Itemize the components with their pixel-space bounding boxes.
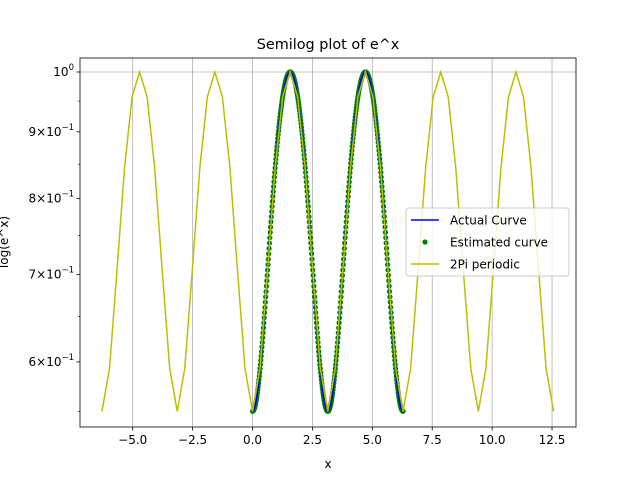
- x-tick-label: 12.5: [539, 433, 566, 447]
- y-tick-mantissa: 6: [28, 355, 36, 369]
- y-tick-label: 100: [53, 63, 74, 79]
- chart-title: Semilog plot of e^x: [257, 37, 400, 53]
- legend-swatch: [422, 239, 428, 245]
- x-tick-label: 2.5: [303, 433, 322, 447]
- y-tick-times: ×: [36, 192, 46, 206]
- series-2pi-periodic: [101, 69, 555, 412]
- y-tick-times: ×: [36, 355, 46, 369]
- x-tick-label: −5.0: [118, 433, 147, 447]
- legend-label: Estimated curve: [450, 236, 548, 250]
- y-tick-base: 10: [53, 65, 68, 79]
- y-tick-exponent: −1: [61, 123, 74, 133]
- y-tick-label: 7×10−1: [28, 265, 74, 281]
- y-tick-times: ×: [36, 125, 46, 139]
- y-tick-exponent: −1: [61, 190, 74, 200]
- y-axis-label: log(e^x): [0, 216, 11, 268]
- y-tick-label: 9×10−1: [28, 123, 74, 139]
- x-axis-label: x: [324, 457, 331, 471]
- y-tick-base: 10: [46, 125, 61, 139]
- y-tick-base: 10: [46, 355, 61, 369]
- y-tick-mantissa: 9: [28, 125, 36, 139]
- x-tick-label: −2.5: [178, 433, 207, 447]
- y-tick-label: 8×10−1: [28, 190, 74, 206]
- y-tick-mantissa: 8: [28, 192, 36, 206]
- y-tick-times: ×: [36, 267, 46, 281]
- y-tick-exponent: −1: [61, 265, 74, 275]
- series-actual-curve: [252, 71, 404, 413]
- y-tick-base: 10: [46, 192, 61, 206]
- x-tick-label: 0.0: [243, 433, 262, 447]
- y-tick-exponent: 0: [69, 63, 74, 73]
- legend-label: Actual Curve: [450, 214, 527, 228]
- y-tick-base: 10: [46, 267, 61, 281]
- y-tick-mantissa: 7: [28, 267, 36, 281]
- x-tick-label: 10.0: [479, 433, 506, 447]
- plot-frame: [79, 57, 577, 428]
- series-estimated-curve: [249, 69, 406, 414]
- y-tick-exponent: −1: [61, 353, 74, 363]
- y-tick-label: 6×10−1: [28, 353, 74, 369]
- legend-box: [405, 207, 570, 277]
- x-tick-label: 5.0: [363, 433, 382, 447]
- legend: Actual Curve Estimated curve 2Pi periodic: [405, 207, 570, 277]
- axes: −5.0 −2.5 0.0 2.5 5.0 7.5 10.0 12.51009×10−18×1…: [28, 63, 565, 447]
- x-tick-label: 7.5: [423, 433, 442, 447]
- legend-label: 2Pi periodic: [450, 258, 520, 272]
- series-layer: [101, 69, 555, 414]
